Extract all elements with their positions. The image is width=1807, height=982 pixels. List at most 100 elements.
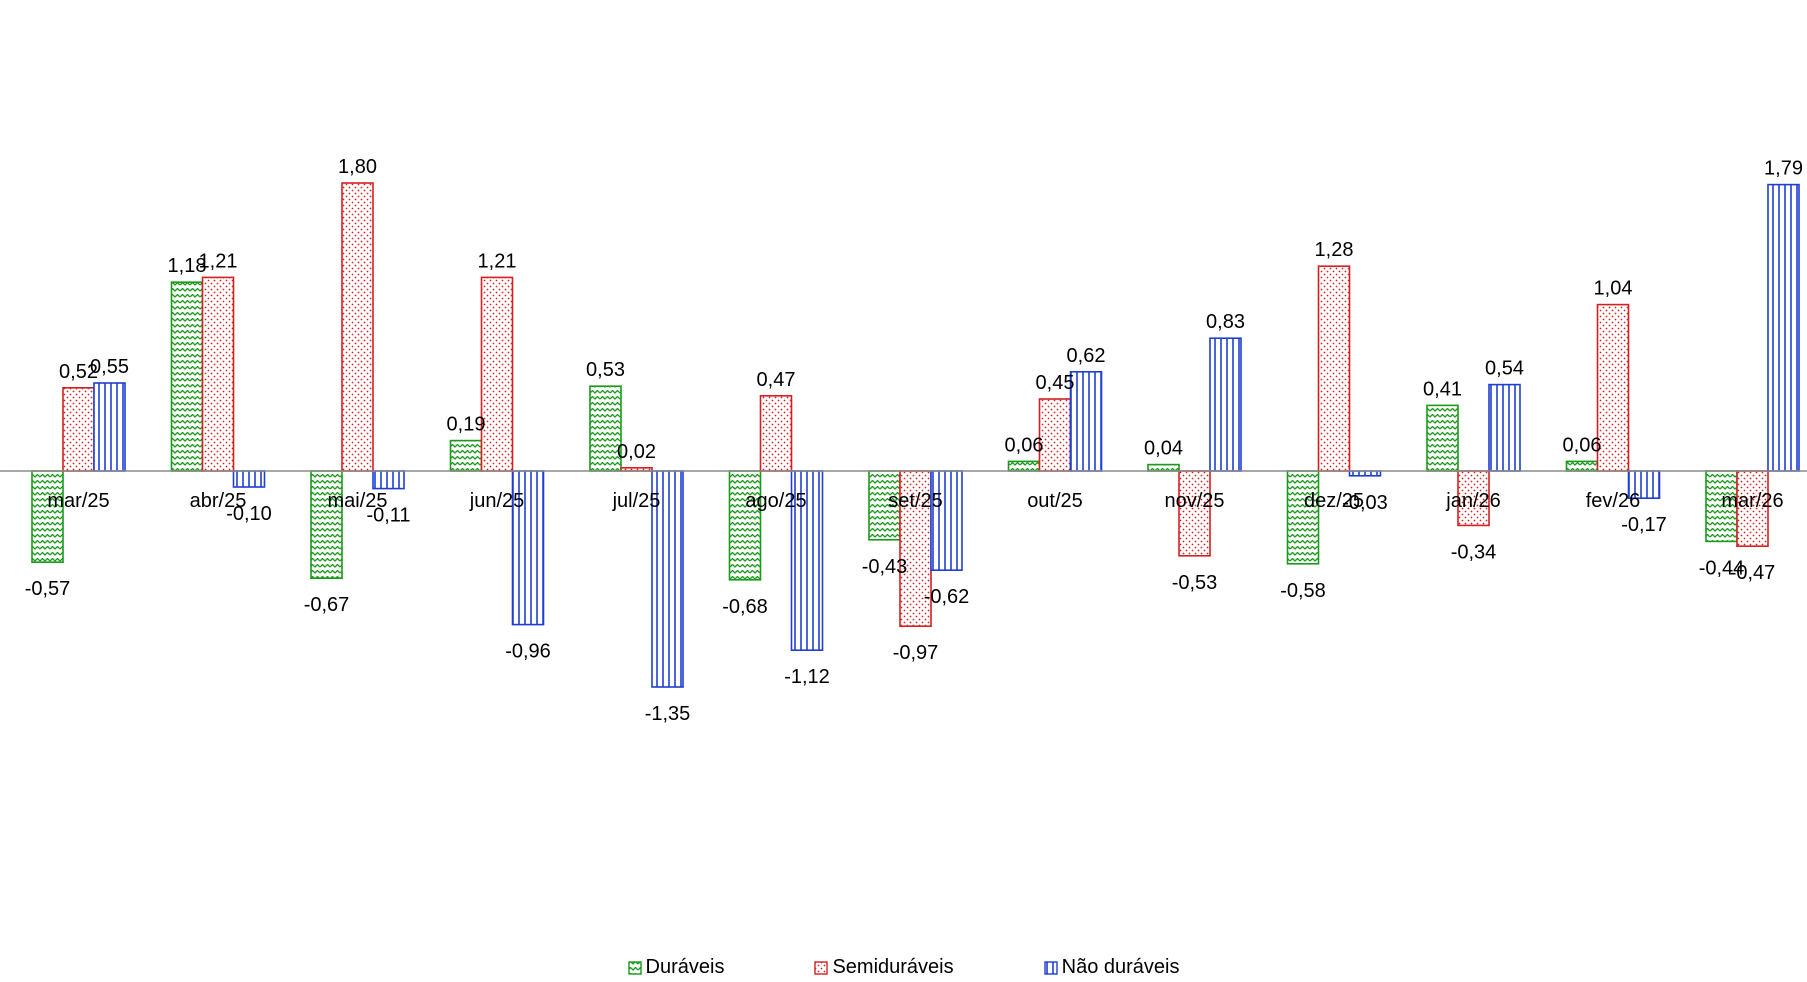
data-label-1-11: 0,41: [1423, 378, 1462, 400]
bar-1-13: [1705, 470, 1738, 543]
legend-label-3: Não duráveis: [1061, 956, 1180, 978]
legend-label-1: Duráveis: [645, 956, 725, 978]
data-label-2-8: 0,45: [1036, 372, 1075, 394]
data-label-1-4: 0,19: [447, 414, 486, 436]
data-label-1-10: -0,58: [1280, 580, 1326, 602]
data-label-1-7: -0,43: [862, 556, 908, 578]
bar-1-1: [31, 470, 64, 563]
data-label-2-1: 0,52: [59, 361, 98, 383]
data-label-1-9: 0,04: [1144, 438, 1183, 460]
x-tick-label-6: ago/25: [745, 490, 806, 512]
data-label-3-10: -0,03: [1342, 492, 1388, 514]
legend-item-3: Não duráveis: [1043, 956, 1180, 979]
data-label-2-13: -0,47: [1730, 562, 1776, 584]
bar-2-3: [341, 182, 374, 472]
bar-2-8: [1038, 398, 1072, 472]
bars-group: [31, 182, 1800, 688]
x-tick-label-1: mar/25: [47, 490, 109, 512]
data-label-3-7: -0,62: [924, 586, 970, 608]
x-tick-label-10: dez/25: [1304, 490, 1364, 512]
data-label-3-2: -0,10: [226, 503, 272, 525]
bar-3-3: [372, 470, 405, 490]
bar-1-6: [728, 470, 762, 581]
legend: Duráveis Semiduráveis Não duráveis: [0, 956, 1807, 979]
bar-2-1: [62, 386, 95, 472]
legend-swatch-3: [1043, 960, 1058, 975]
bar-3-8: [1069, 370, 1103, 472]
data-label-1-6: -0,68: [722, 596, 768, 618]
data-label-3-6: -1,12: [784, 666, 830, 688]
data-label-2-3: 1,80: [338, 156, 377, 178]
bar-chart: mar/25 abr/25 mai/25 jun/25 jul/25 ago/25 set/…: [0, 156, 1807, 725]
data-label-3-1: 0,55: [90, 356, 129, 378]
legend-swatch-2: [814, 960, 829, 975]
bar-2-2: [201, 276, 235, 472]
legend-label-2: Semiduráveis: [832, 956, 954, 978]
bar-2-11: [1457, 470, 1490, 527]
bar-3-5: [651, 470, 684, 688]
bar-1-2: [170, 281, 204, 472]
bar-2-9: [1178, 470, 1211, 557]
x-tick-label-12: fev/26: [1586, 490, 1640, 512]
x-tick-label-2: abr/25: [190, 490, 247, 512]
data-label-1-2: 1,18: [168, 255, 207, 277]
data-label-1-13: -0,44: [1699, 557, 1745, 579]
legend-item-2: Semiduráveis: [814, 956, 954, 979]
data-label-3-3: -0,11: [366, 505, 410, 527]
data-label-2-7: -0,97: [893, 642, 939, 664]
x-tick-label-5: jul/25: [612, 490, 661, 512]
x-tick-label-13: mar/26: [1721, 490, 1783, 512]
data-label-2-10: 1,28: [1315, 239, 1354, 261]
data-label-1-5: 0,53: [586, 359, 625, 381]
data-label-3-5: -1,35: [645, 703, 691, 725]
x-tick-label-9: nov/25: [1164, 490, 1224, 512]
data-label-2-6: 0,47: [757, 369, 796, 391]
bar-1-4: [449, 439, 483, 472]
data-label-1-1: -0,57: [25, 578, 71, 600]
bar-1-10: [1286, 470, 1320, 565]
data-label-3-11: 0,54: [1485, 358, 1524, 380]
data-label-3-13: 1,79: [1764, 158, 1803, 180]
data-label-2-2: 1,21: [199, 250, 238, 272]
bar-3-6: [790, 470, 824, 651]
data-label-1-12: 0,06: [1563, 434, 1602, 456]
bar-3-2: [232, 470, 266, 488]
bar-2-13: [1736, 470, 1769, 547]
bar-3-11: [1488, 383, 1521, 472]
bar-3-4: [511, 470, 545, 626]
bar-2-6: [759, 394, 793, 472]
x-tick-label-11: jan/26: [1445, 490, 1501, 512]
data-label-2-11: -0,34: [1451, 541, 1497, 563]
data-label-3-8: 0,62: [1067, 345, 1106, 367]
x-tick-label-8: out/25: [1027, 490, 1083, 512]
legend-item-1: Duráveis: [627, 956, 725, 979]
bar-3-13: [1767, 183, 1800, 472]
data-label-1-8: 0,06: [1005, 434, 1044, 456]
bar-3-9: [1209, 337, 1242, 472]
data-label-2-4: 1,21: [478, 250, 517, 272]
bar-1-9: [1147, 463, 1180, 472]
data-label-3-4: -0,96: [505, 641, 551, 663]
data-label-1-3: -0,67: [304, 594, 350, 616]
x-tick-labels: mar/25 abr/25 mai/25 jun/25 jul/25 ago/25 set/…: [47, 490, 1783, 512]
legend-swatch-1: [627, 960, 642, 975]
bar-2-12: [1596, 303, 1630, 472]
x-tick-label-4: jun/25: [469, 490, 525, 512]
data-label-3-12: -0,17: [1621, 514, 1667, 536]
data-labels: -0,570,520,551,181,21-0,10-0,671,80-0,11…: [25, 156, 1803, 725]
bar-2-4: [480, 276, 514, 472]
data-label-2-5: 0,02: [617, 441, 656, 463]
data-label-3-9: 0,83: [1206, 311, 1245, 333]
x-tick-label-7: set/25: [888, 490, 942, 512]
bar-1-3: [310, 470, 343, 579]
data-label-2-12: 1,04: [1594, 278, 1633, 300]
bar-1-8: [1007, 460, 1041, 472]
bar-2-10: [1317, 265, 1351, 472]
bar-2-7: [899, 470, 932, 627]
x-tick-label-3: mai/25: [327, 490, 387, 512]
bar-1-11: [1426, 404, 1459, 472]
bar-3-12: [1627, 470, 1661, 500]
data-label-2-9: -0,53: [1172, 572, 1218, 594]
bar-3-1: [93, 382, 126, 472]
bar-3-7: [930, 470, 963, 571]
